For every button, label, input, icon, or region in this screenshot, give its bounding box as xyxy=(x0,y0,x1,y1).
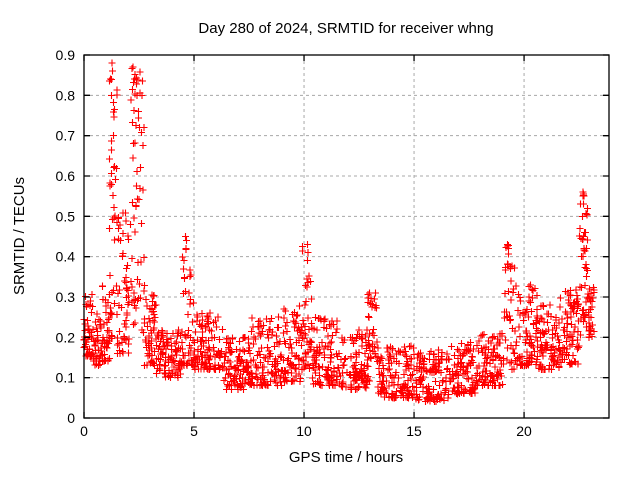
y-tick-label: 0.1 xyxy=(56,370,76,386)
y-tick-label: 0.7 xyxy=(56,128,76,144)
y-tick-label: 0.2 xyxy=(56,329,76,345)
x-tick-label: 10 xyxy=(296,423,312,439)
y-axis-label: SRMTID / TECUs xyxy=(11,177,28,295)
y-tick-label: 0.5 xyxy=(56,208,76,224)
frame-border xyxy=(83,54,610,419)
y-tick-label: 0.8 xyxy=(56,87,76,103)
tick-labels: 0 0.1 0.2 0.3 0.4 0.5 0.6 0.7 0.8 0.9 0 5 10 15 20 xyxy=(56,47,533,439)
y-tick-label: 0.6 xyxy=(56,168,76,184)
x-axis-label: GPS time / hours xyxy=(289,449,403,466)
plot-frame xyxy=(83,54,610,419)
y-tick-label: 0.3 xyxy=(56,289,76,305)
chart-title: Day 280 of 2024, SRMTID for receiver whn… xyxy=(198,20,493,37)
y-tick-label: 0 xyxy=(67,410,75,426)
x-tick-label: 15 xyxy=(406,423,422,439)
x-tick-label: 5 xyxy=(190,423,198,439)
y-tick-label: 0.4 xyxy=(56,249,76,265)
y-tick-label: 0.9 xyxy=(56,47,76,63)
gridlines xyxy=(84,55,609,418)
grid-layer xyxy=(84,55,609,418)
x-tick-label: 20 xyxy=(516,423,532,439)
scatter-points xyxy=(80,59,598,405)
x-tick-label: 0 xyxy=(80,423,88,439)
tick-marks xyxy=(83,54,609,419)
data-points-layer xyxy=(80,59,598,405)
axis-ticks xyxy=(83,54,609,419)
